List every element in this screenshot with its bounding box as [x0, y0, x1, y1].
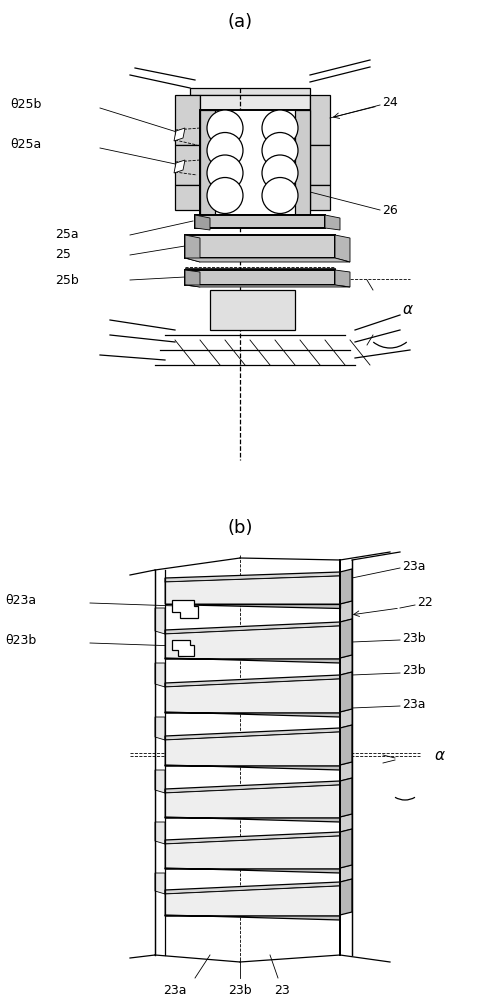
Polygon shape	[165, 576, 340, 604]
Polygon shape	[200, 95, 310, 110]
Text: α: α	[435, 748, 445, 762]
Polygon shape	[335, 270, 350, 287]
Polygon shape	[340, 879, 352, 915]
Polygon shape	[310, 185, 330, 210]
Polygon shape	[190, 88, 310, 95]
Text: α: α	[403, 302, 413, 318]
Text: 23b: 23b	[402, 664, 426, 678]
Polygon shape	[165, 817, 340, 822]
Polygon shape	[165, 658, 340, 663]
Text: 24: 24	[382, 97, 398, 109]
Polygon shape	[340, 829, 352, 868]
Polygon shape	[200, 185, 310, 210]
Circle shape	[262, 155, 298, 191]
Text: 25: 25	[55, 248, 71, 261]
Text: (b): (b)	[227, 519, 253, 537]
Polygon shape	[185, 258, 350, 262]
Text: 23: 23	[274, 984, 290, 996]
Polygon shape	[310, 95, 330, 145]
Polygon shape	[165, 679, 340, 713]
Polygon shape	[165, 572, 340, 582]
Polygon shape	[335, 235, 350, 262]
Polygon shape	[174, 128, 185, 141]
Polygon shape	[155, 608, 165, 634]
Polygon shape	[340, 814, 352, 832]
Polygon shape	[340, 778, 352, 817]
Polygon shape	[195, 215, 210, 230]
Polygon shape	[165, 886, 340, 916]
Polygon shape	[165, 868, 340, 873]
Polygon shape	[172, 600, 198, 618]
Circle shape	[262, 178, 298, 214]
Text: 23b: 23b	[228, 984, 252, 996]
Text: θ25a: θ25a	[10, 138, 41, 151]
Polygon shape	[165, 712, 340, 717]
Polygon shape	[165, 732, 340, 766]
Polygon shape	[325, 215, 340, 230]
Polygon shape	[340, 865, 352, 882]
Polygon shape	[155, 822, 165, 844]
Polygon shape	[175, 145, 200, 185]
Polygon shape	[340, 655, 352, 675]
Circle shape	[262, 110, 298, 146]
Polygon shape	[295, 110, 310, 215]
Polygon shape	[165, 836, 340, 869]
Circle shape	[207, 132, 243, 168]
Text: θ23b: θ23b	[5, 634, 36, 647]
Polygon shape	[155, 770, 165, 793]
Circle shape	[262, 132, 298, 168]
Circle shape	[207, 178, 243, 214]
Text: 23a: 23a	[163, 984, 187, 996]
Polygon shape	[185, 285, 350, 287]
Text: 26: 26	[382, 204, 398, 217]
Circle shape	[207, 155, 243, 191]
Polygon shape	[175, 95, 200, 145]
Text: θ23a: θ23a	[5, 593, 36, 606]
Polygon shape	[310, 145, 330, 185]
Polygon shape	[200, 110, 310, 215]
Polygon shape	[165, 765, 340, 770]
Polygon shape	[165, 832, 340, 844]
Polygon shape	[172, 640, 194, 656]
Text: 25b: 25b	[55, 273, 79, 286]
Polygon shape	[340, 601, 352, 622]
Polygon shape	[340, 569, 352, 604]
Polygon shape	[165, 785, 340, 818]
Polygon shape	[340, 762, 352, 781]
Text: 25a: 25a	[55, 229, 79, 241]
Polygon shape	[155, 873, 165, 894]
Polygon shape	[165, 728, 340, 740]
Polygon shape	[185, 235, 335, 258]
Polygon shape	[185, 270, 200, 287]
Polygon shape	[174, 160, 185, 173]
Polygon shape	[165, 675, 340, 687]
Text: θ25b: θ25b	[10, 99, 41, 111]
Polygon shape	[185, 270, 335, 285]
Polygon shape	[185, 235, 200, 262]
Polygon shape	[155, 717, 165, 740]
Polygon shape	[340, 725, 352, 765]
Polygon shape	[340, 709, 352, 728]
Text: 23b: 23b	[402, 632, 426, 645]
Polygon shape	[165, 915, 340, 920]
Text: 22: 22	[417, 596, 433, 609]
Polygon shape	[200, 110, 310, 145]
Polygon shape	[155, 663, 165, 687]
Circle shape	[207, 110, 243, 146]
Polygon shape	[340, 672, 352, 712]
Polygon shape	[165, 882, 340, 894]
Polygon shape	[200, 110, 215, 215]
Text: (a): (a)	[228, 13, 252, 31]
Text: 23a: 23a	[402, 698, 425, 710]
Polygon shape	[210, 290, 295, 330]
Polygon shape	[165, 626, 340, 659]
Polygon shape	[340, 619, 352, 658]
Polygon shape	[165, 604, 340, 608]
Polygon shape	[200, 145, 310, 185]
Polygon shape	[195, 215, 325, 228]
Polygon shape	[165, 781, 340, 793]
Text: 23a: 23a	[402, 560, 425, 572]
Polygon shape	[175, 185, 200, 210]
Polygon shape	[165, 622, 340, 634]
